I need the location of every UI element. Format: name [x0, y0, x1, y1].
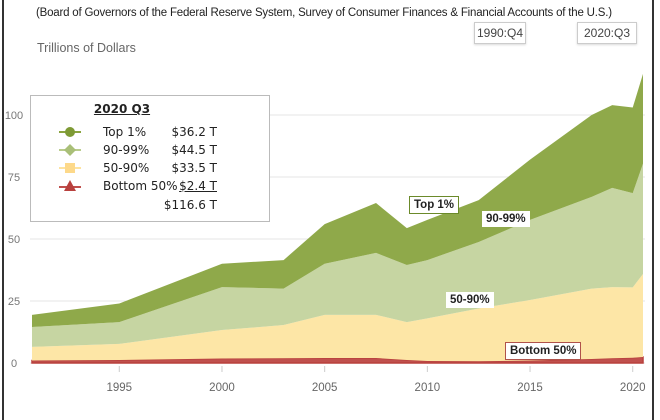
legend-item-bottom50: Bottom 50% $2.4 T [31, 178, 269, 196]
legend-name: 90-99% [103, 143, 150, 157]
legend-value: $2.4 T [179, 179, 217, 193]
legend-item-top1: Top 1% $36.2 T [31, 124, 269, 142]
legend-total: $116.6 T [163, 198, 217, 212]
range-end-button[interactable]: 2020:Q3 [577, 22, 637, 44]
annotation-top1: Top 1% [409, 196, 460, 214]
square-marker-icon [59, 163, 81, 173]
x-tick-label: 2020 [620, 382, 646, 394]
unit-label: Trillions of Dollars [37, 41, 136, 55]
x-tick-label: 2000 [209, 382, 235, 394]
legend-box: 2020 Q3 Top 1% $36.2 T 90-99% $44.5 T 50… [30, 95, 270, 222]
y-tick-label: 100 [5, 110, 23, 122]
annotation-90-99: 90-99% [482, 211, 530, 227]
legend-name: Bottom 50% [103, 179, 178, 193]
area-series-top-1- [32, 73, 643, 328]
circle-marker-icon [59, 127, 81, 137]
y-tick-label: 75 [8, 172, 20, 184]
diamond-marker-icon [59, 144, 81, 156]
x-tick-label: 2010 [415, 382, 441, 394]
legend-value: $44.5 T [171, 143, 218, 157]
x-tick-label: 1995 [106, 382, 132, 394]
x-tick-label: 2005 [312, 382, 338, 394]
annotation-bottom50: Bottom 50% [505, 342, 582, 360]
range-start-button[interactable]: 1990:Q4 [474, 22, 526, 44]
y-tick-label: 25 [8, 296, 20, 308]
annotation-50-90: 50-90% [446, 292, 494, 308]
chart-subtitle: (Board of Governors of the Federal Reser… [36, 7, 612, 19]
legend-value: $36.2 T [171, 125, 218, 139]
legend-name: 50-90% [103, 161, 150, 175]
legend-title: 2020 Q3 [93, 102, 151, 116]
x-tick-label: 2015 [517, 382, 543, 394]
y-tick-label: 50 [8, 234, 20, 246]
area-series-50-90- [32, 273, 643, 362]
legend-item-50-90: 50-90% $33.5 T [31, 160, 269, 178]
legend-item-90-99: 90-99% $44.5 T [31, 142, 269, 160]
y-tick-label: 0 [11, 358, 17, 370]
legend-value: $33.5 T [171, 161, 218, 175]
legend-name: Top 1% [103, 125, 147, 139]
legend-total-row: $116.6 T [31, 197, 269, 215]
triangle-marker-icon [59, 180, 81, 191]
